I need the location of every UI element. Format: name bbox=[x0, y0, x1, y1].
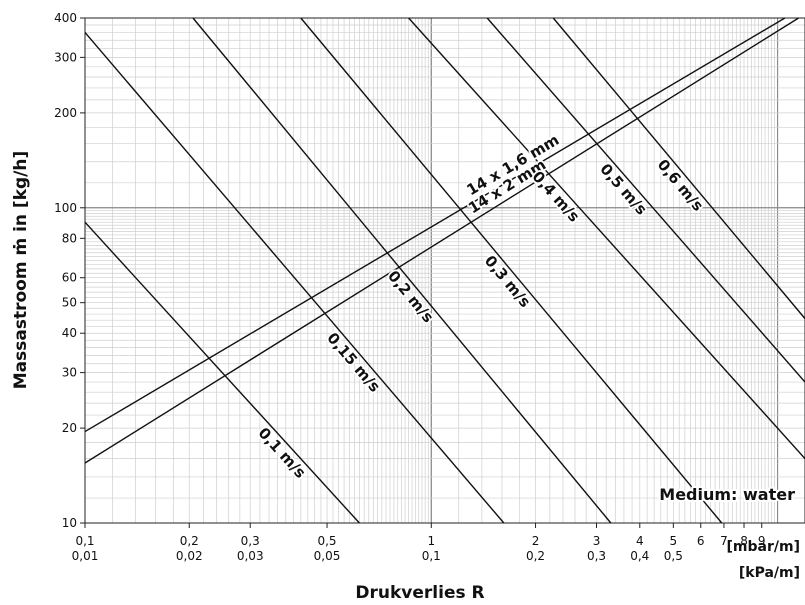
x-tick-label: 7 bbox=[720, 534, 728, 548]
y-tick-label: 100 bbox=[54, 201, 77, 215]
x-tick-label-kpa: 0,3 bbox=[587, 549, 606, 563]
x-unit-primary: [mbar/m] bbox=[727, 539, 800, 555]
x-tick-label: 4 bbox=[636, 534, 644, 548]
y-tick-label: 50 bbox=[62, 296, 77, 310]
y-tick-label: 40 bbox=[62, 326, 77, 340]
x-tick-label: 6 bbox=[697, 534, 705, 548]
series-label: 0,2 m/s bbox=[384, 267, 437, 326]
x-axis-ticks: 0,10,010,20,020,30,030,50,0510,120,230,3… bbox=[72, 523, 766, 563]
y-tick-label: 30 bbox=[62, 366, 77, 380]
x-axis-title: Drukverlies R bbox=[355, 583, 484, 603]
x-tick-label-kpa: 0,4 bbox=[630, 549, 649, 563]
x-tick-label: 1 bbox=[427, 534, 435, 548]
series-line bbox=[84, 17, 786, 433]
series-line bbox=[300, 17, 723, 524]
series-line bbox=[84, 17, 799, 464]
x-tick-label: 0,2 bbox=[180, 534, 199, 548]
x-tick-label: 5 bbox=[670, 534, 678, 548]
x-unit-secondary: [kPa/m] bbox=[739, 565, 800, 581]
series-label: 0,5 m/s bbox=[596, 160, 650, 218]
series-lines bbox=[84, 17, 805, 524]
y-tick-label: 400 bbox=[54, 11, 77, 25]
series-label: 0,6 m/s bbox=[654, 156, 708, 215]
series-line bbox=[84, 221, 360, 524]
plot-frame bbox=[84, 17, 805, 524]
series-line bbox=[552, 17, 805, 320]
x-tick-label: 0,1 bbox=[75, 534, 94, 548]
x-tick-label-kpa: 0,01 bbox=[72, 549, 99, 563]
y-tick-label: 80 bbox=[62, 231, 77, 245]
series-label: 0,1 m/s bbox=[255, 424, 310, 482]
x-tick-label-kpa: 0,2 bbox=[526, 549, 545, 563]
x-tick-label: 2 bbox=[532, 534, 540, 548]
series-label: 0,15 m/s bbox=[323, 329, 384, 396]
y-axis-ticks: 10 20 30 40 50 60 80 100 200 300 400 bbox=[54, 11, 85, 530]
x-tick-label-kpa: 0,5 bbox=[664, 549, 683, 563]
y-tick-label: 20 bbox=[62, 421, 77, 435]
y-tick-label: 60 bbox=[62, 271, 77, 285]
y-tick-label: 300 bbox=[54, 50, 77, 64]
x-tick-label: 0,5 bbox=[317, 534, 336, 548]
x-tick-label-kpa: 0,02 bbox=[176, 549, 203, 563]
x-tick-label: 8 bbox=[740, 534, 748, 548]
x-tick-label: 0,3 bbox=[241, 534, 260, 548]
x-tick-label-kpa: 0,05 bbox=[314, 549, 341, 563]
grid bbox=[84, 17, 805, 524]
x-tick-label: 3 bbox=[593, 534, 601, 548]
y-tick-label: 10 bbox=[62, 516, 77, 530]
x-tick-label-kpa: 0,03 bbox=[237, 549, 264, 563]
y-tick-label: 200 bbox=[54, 106, 77, 120]
series-line bbox=[486, 17, 805, 383]
series-line bbox=[192, 17, 612, 524]
y-axis-title: Massastroom ṁ in [kg/h] bbox=[11, 151, 31, 390]
medium-annotation: Medium: water bbox=[659, 485, 795, 504]
series-line bbox=[408, 17, 805, 460]
series-line bbox=[84, 31, 505, 524]
x-tick-label-kpa: 0,1 bbox=[422, 549, 441, 563]
x-tick-label: 9 bbox=[758, 534, 766, 548]
